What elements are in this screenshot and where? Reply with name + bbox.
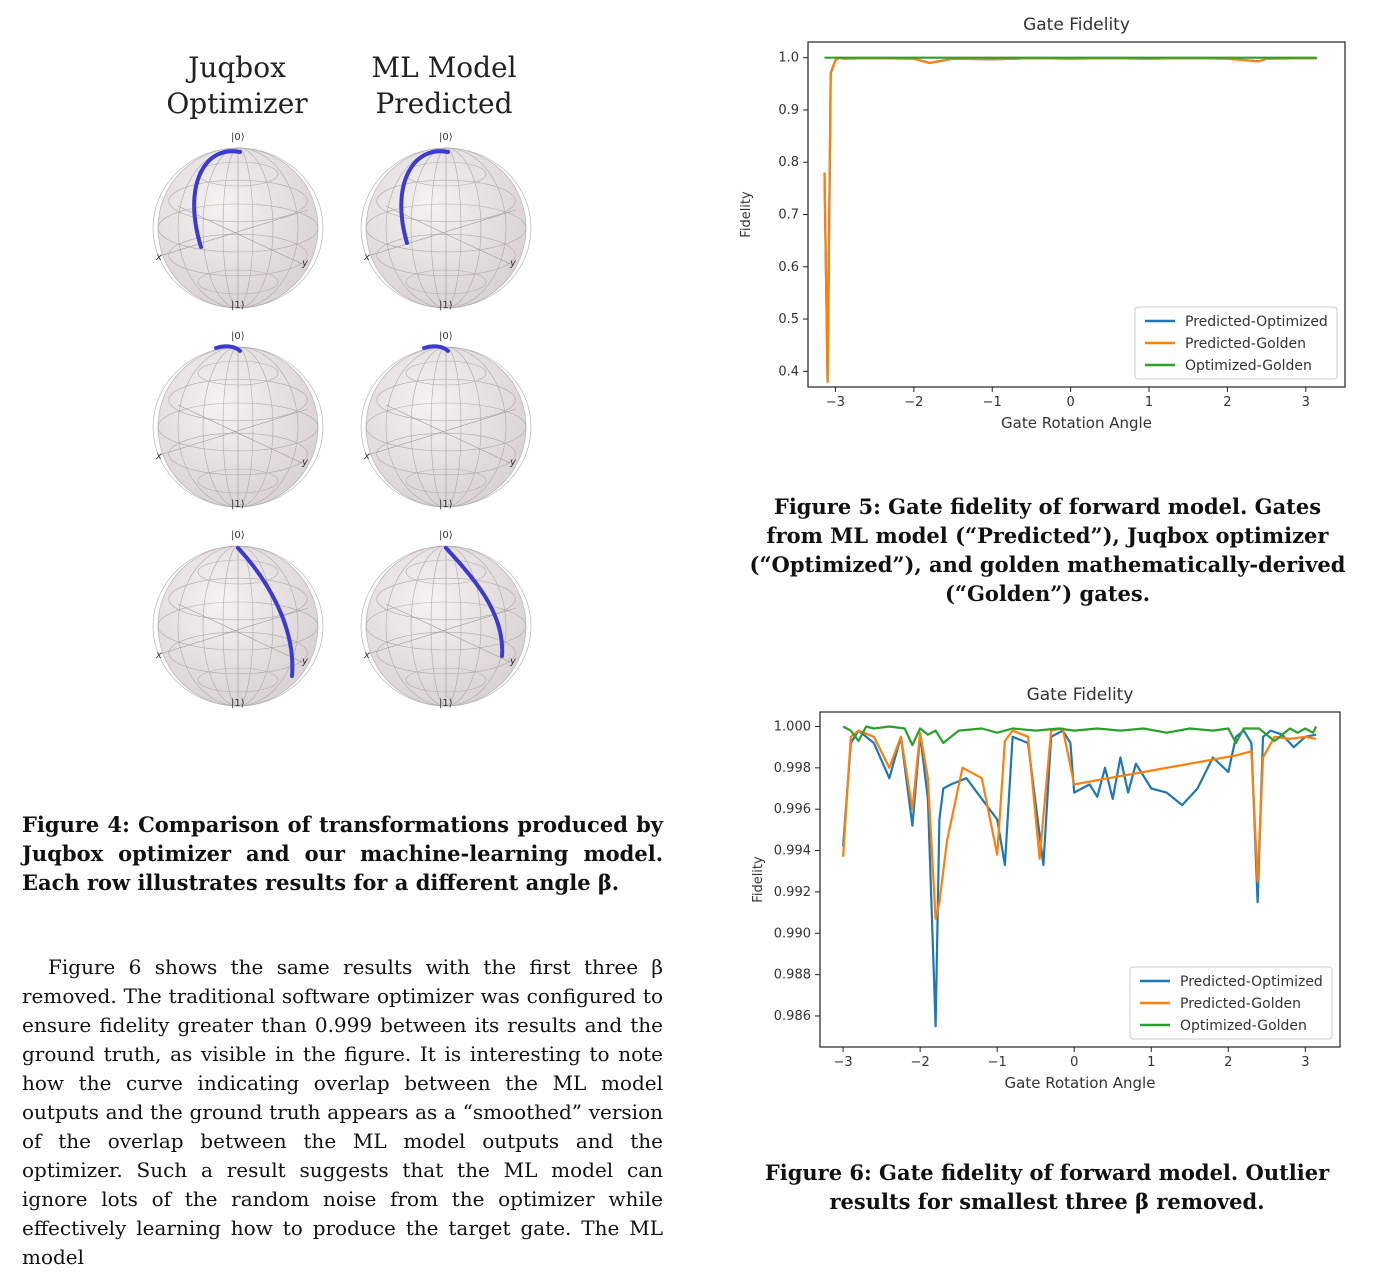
figure6-chart: Gate Fidelity −3 −2 −1 0 1 2 3 0.986 0.988 0.990 0.…: [751, 685, 1341, 1092]
plot-frame: [819, 711, 1341, 1048]
x-tick-label: −2: [904, 395, 923, 410]
ket-one-label: |1⟩: [231, 698, 245, 709]
ket-one-label: |1⟩: [439, 698, 453, 709]
state-trajectory: [214, 344, 242, 353]
x-tick-label: 3: [1301, 1055, 1309, 1070]
y-tick-label: 0.4: [778, 364, 799, 379]
legend-box: [1129, 966, 1333, 1040]
ket-zero-label: |0⟩: [439, 132, 453, 143]
x-axis-label: x: [156, 451, 162, 462]
figure5-caption: Figure 5: Gate fidelity of forward model…: [749, 494, 1346, 606]
ket-zero-label: |0⟩: [439, 331, 453, 342]
y-tick-label: 0.8: [778, 155, 799, 170]
y-axis-label: y: [510, 258, 516, 269]
legend-label: Predicted-Optimized: [1185, 314, 1328, 330]
x-axis-label: x: [364, 451, 370, 462]
bloch-sphere: [152, 344, 324, 508]
y-axis-label: y: [302, 457, 308, 468]
x-axis-title: Gate Rotation Angle: [1001, 414, 1152, 432]
y-axis-label: y: [510, 656, 516, 667]
chart-title: Gate Fidelity: [1027, 685, 1134, 705]
ket-zero-label: |0⟩: [439, 530, 453, 541]
y-axis-title: Fidelity: [740, 191, 754, 238]
ket-one-label: |1⟩: [439, 300, 453, 311]
ket-zero-label: |0⟩: [231, 132, 245, 143]
x-tick-label: −1: [988, 1055, 1007, 1070]
figure5-chart: Gate Fidelity −3 −2 −1 0 1 2 3 0.4 0.5 0.6 0.7 0.8 0.…: [740, 15, 1346, 432]
x-tick-label: −2: [911, 1055, 930, 1070]
legend-label: Optimized-Golden: [1180, 1018, 1307, 1034]
legend-label: Predicted-Golden: [1180, 996, 1301, 1012]
col-title-ml-line1: ML Model: [371, 51, 517, 84]
y-tick-label: 0.992: [774, 885, 811, 900]
y-tick-label: 1.0: [778, 51, 799, 66]
x-axis-label: x: [364, 650, 370, 661]
series-line-predicted-optimized: [842, 729, 1317, 1028]
y-tick-label: 0.9: [778, 103, 799, 118]
ket-zero-label: |0⟩: [231, 530, 245, 541]
x-tick-label: 0: [1070, 1055, 1078, 1070]
x-tick-label: 1: [1145, 395, 1153, 410]
x-tick-label: 2: [1223, 395, 1231, 410]
col-title-ml-model: ML Model Predicted: [344, 50, 544, 122]
legend-box: [1134, 306, 1338, 380]
x-tick-label: −1: [983, 395, 1002, 410]
chart-title: Gate Fidelity: [1023, 15, 1130, 35]
y-tick-label: 0.998: [774, 761, 811, 776]
x-axis-label: x: [364, 252, 370, 263]
y-axis-label: y: [302, 258, 308, 269]
ket-one-label: |1⟩: [231, 300, 245, 311]
x-tick-label: 2: [1224, 1055, 1232, 1070]
y-tick-label: 1.000: [774, 719, 811, 734]
y-tick-label: 0.6: [778, 260, 799, 275]
x-axis-title: Gate Rotation Angle: [1005, 1074, 1156, 1092]
state-trajectory: [236, 546, 295, 678]
ket-one-label: |1⟩: [439, 499, 453, 510]
x-tick-label: 3: [1302, 395, 1310, 410]
ket-one-label: |1⟩: [231, 499, 245, 510]
figure4: Juqbox Optimizer ML Model Predicted |0⟩ |…: [0, 0, 700, 800]
y-tick-label: 0.5: [778, 312, 799, 327]
state-trajectory: [192, 149, 242, 249]
bloch-sphere: [152, 545, 324, 707]
col-title-juqbox-line1: Juqbox: [188, 51, 286, 84]
x-tick-label: −3: [834, 1055, 853, 1070]
col-title-ml-line2: Predicted: [375, 87, 513, 120]
col-title-juqbox: Juqbox Optimizer: [137, 50, 337, 122]
legend-label: Optimized-Golden: [1185, 358, 1312, 374]
y-tick-label: 0.996: [774, 802, 811, 817]
x-tick-label: −3: [826, 395, 845, 410]
body-paragraph: Figure 6 shows the same results with the…: [22, 955, 663, 1269]
figure6-caption: Figure 6: Gate fidelity of forward model…: [764, 1160, 1330, 1214]
x-tick-label: 0: [1066, 395, 1074, 410]
x-axis-label: x: [156, 650, 162, 661]
bloch-sphere: [152, 147, 324, 309]
col-title-juqbox-line2: Optimizer: [166, 87, 308, 120]
bloch-sphere: [360, 147, 532, 309]
state-trajectory: [444, 546, 505, 658]
y-axis-label: y: [510, 457, 516, 468]
figure4-caption: Figure 4: Comparison of transformations …: [22, 812, 663, 895]
series-line-optimized-golden: [842, 725, 1318, 747]
bloch-sphere: [360, 545, 532, 707]
y-axis-title: Fidelity: [751, 856, 766, 903]
x-axis-label: x: [156, 252, 162, 263]
y-axis-label: y: [302, 656, 308, 667]
series-line-predicted-golden: [842, 727, 1317, 920]
legend-label: Predicted-Golden: [1185, 336, 1306, 352]
y-tick-label: 0.994: [774, 844, 811, 859]
state-trajectory: [399, 149, 450, 245]
y-tick-label: 0.7: [778, 208, 799, 223]
y-tick-label: 0.988: [774, 968, 811, 983]
y-tick-label: 0.990: [774, 926, 811, 941]
x-tick-label: 1: [1147, 1055, 1155, 1070]
state-trajectory: [422, 344, 450, 353]
y-tick-label: 0.986: [774, 1009, 811, 1024]
ket-zero-label: |0⟩: [231, 331, 245, 342]
legend-label: Predicted-Optimized: [1180, 974, 1323, 990]
bloch-sphere: [360, 344, 532, 508]
